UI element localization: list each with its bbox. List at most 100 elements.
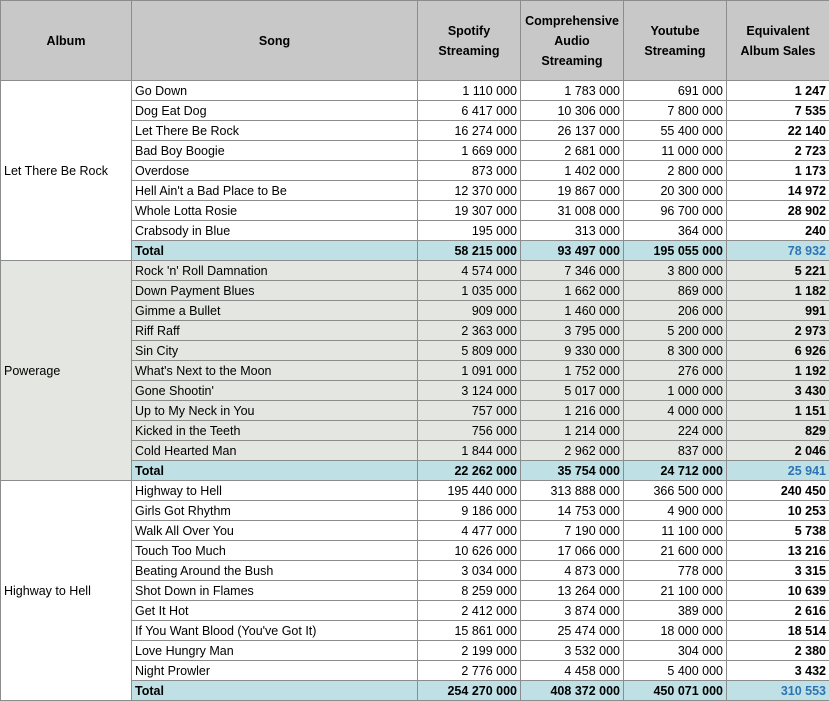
eas-cell: 1 192 xyxy=(726,360,829,381)
eas-cell: 3 315 xyxy=(726,560,829,581)
spotify-cell: 15 861 000 xyxy=(417,620,521,641)
table-row: Up to My Neck in You 757 000 1 216 000 4 00… xyxy=(1,400,829,421)
eas-cell: 10 639 xyxy=(726,580,829,601)
table-row: Gone Shootin' 3 124 000 5 017 000 1 000 000… xyxy=(1,380,829,401)
spotify-cell: 12 370 000 xyxy=(417,180,521,201)
eas-cell: 6 926 xyxy=(726,340,829,361)
header-album: Album xyxy=(0,0,132,81)
total-youtube-cell: 195 055 000 xyxy=(623,240,727,261)
song-name-cell: Cold Hearted Man xyxy=(131,440,418,461)
eas-cell: 2 616 xyxy=(726,600,829,621)
total-spotify-cell: 22 262 000 xyxy=(417,460,521,481)
spotify-cell: 757 000 xyxy=(417,400,521,421)
table-row: Cold Hearted Man 1 844 000 2 962 000 837 00… xyxy=(1,440,829,461)
audio-cell: 4 458 000 xyxy=(520,660,624,681)
song-name-cell: Kicked in the Teeth xyxy=(131,420,418,441)
total-audio-cell: 93 497 000 xyxy=(520,240,624,261)
header-eas: Equivalent Album Sales xyxy=(726,0,829,81)
eas-cell: 240 450 xyxy=(726,480,829,501)
spotify-cell: 2 363 000 xyxy=(417,320,521,341)
song-name-cell: If You Want Blood (You've Got It) xyxy=(131,620,418,641)
total-label-cell: Total xyxy=(131,240,418,261)
youtube-cell: 304 000 xyxy=(623,640,727,661)
table-row: Love Hungry Man 2 199 000 3 532 000 304 000… xyxy=(1,640,829,661)
audio-cell: 17 066 000 xyxy=(520,540,624,561)
song-name-cell: Rock 'n' Roll Damnation xyxy=(131,260,418,281)
header-youtube: Youtube Streaming xyxy=(623,0,727,81)
audio-cell: 3 874 000 xyxy=(520,600,624,621)
spotify-cell: 2 412 000 xyxy=(417,600,521,621)
youtube-cell: 276 000 xyxy=(623,360,727,381)
youtube-cell: 2 800 000 xyxy=(623,160,727,181)
table-row: Whole Lotta Rosie 19 307 000 31 008 000 96 … xyxy=(1,200,829,221)
table-row: Overdose 873 000 1 402 000 2 800 000 1 173 xyxy=(1,160,829,181)
spotify-cell: 1 669 000 xyxy=(417,140,521,161)
song-name-cell: Get It Hot xyxy=(131,600,418,621)
spotify-cell: 1 844 000 xyxy=(417,440,521,461)
total-row: Total 254 270 000 408 372 000 450 071 000 31… xyxy=(1,680,829,701)
song-name-cell: Go Down xyxy=(131,80,418,101)
audio-cell: 26 137 000 xyxy=(520,120,624,141)
audio-cell: 2 962 000 xyxy=(520,440,624,461)
youtube-cell: 869 000 xyxy=(623,280,727,301)
song-name-cell: Sin City xyxy=(131,340,418,361)
table-row: If You Want Blood (You've Got It) 15 861 … xyxy=(1,620,829,641)
eas-cell: 1 182 xyxy=(726,280,829,301)
eas-cell: 829 xyxy=(726,420,829,441)
spotify-cell: 10 626 000 xyxy=(417,540,521,561)
youtube-cell: 837 000 xyxy=(623,440,727,461)
audio-cell: 14 753 000 xyxy=(520,500,624,521)
youtube-cell: 18 000 000 xyxy=(623,620,727,641)
audio-cell: 10 306 000 xyxy=(520,100,624,121)
song-name-cell: Overdose xyxy=(131,160,418,181)
song-name-cell: Bad Boy Boogie xyxy=(131,140,418,161)
eas-cell: 1 151 xyxy=(726,400,829,421)
total-audio-cell: 35 754 000 xyxy=(520,460,624,481)
song-name-cell: Up to My Neck in You xyxy=(131,400,418,421)
eas-cell: 1 247 xyxy=(726,80,829,101)
album-name-cell: Let There Be Rock xyxy=(0,80,132,261)
youtube-cell: 4 900 000 xyxy=(623,500,727,521)
youtube-cell: 224 000 xyxy=(623,420,727,441)
spotify-cell: 909 000 xyxy=(417,300,521,321)
audio-cell: 1 460 000 xyxy=(520,300,624,321)
spotify-cell: 4 477 000 xyxy=(417,520,521,541)
youtube-cell: 20 300 000 xyxy=(623,180,727,201)
audio-cell: 1 752 000 xyxy=(520,360,624,381)
youtube-cell: 4 000 000 xyxy=(623,400,727,421)
table-row: Sin City 5 809 000 9 330 000 8 300 000 6 926 xyxy=(1,340,829,361)
audio-cell: 1 214 000 xyxy=(520,420,624,441)
audio-cell: 3 795 000 xyxy=(520,320,624,341)
audio-cell: 1 216 000 xyxy=(520,400,624,421)
eas-cell: 2 973 xyxy=(726,320,829,341)
audio-cell: 19 867 000 xyxy=(520,180,624,201)
eas-cell: 7 535 xyxy=(726,100,829,121)
audio-cell: 1 662 000 xyxy=(520,280,624,301)
total-row: Total 58 215 000 93 497 000 195 055 000 78 9… xyxy=(1,240,829,261)
spotify-cell: 756 000 xyxy=(417,420,521,441)
audio-cell: 7 190 000 xyxy=(520,520,624,541)
eas-cell: 991 xyxy=(726,300,829,321)
song-name-cell: Whole Lotta Rosie xyxy=(131,200,418,221)
table-row: Get It Hot 2 412 000 3 874 000 389 000 2 616 xyxy=(1,600,829,621)
audio-cell: 1 402 000 xyxy=(520,160,624,181)
total-audio-cell: 408 372 000 xyxy=(520,680,624,701)
spotify-cell: 5 809 000 xyxy=(417,340,521,361)
youtube-cell: 1 000 000 xyxy=(623,380,727,401)
audio-cell: 13 264 000 xyxy=(520,580,624,601)
eas-cell: 22 140 xyxy=(726,120,829,141)
youtube-cell: 366 500 000 xyxy=(623,480,727,501)
eas-cell: 3 430 xyxy=(726,380,829,401)
eas-cell: 2 380 xyxy=(726,640,829,661)
youtube-cell: 3 800 000 xyxy=(623,260,727,281)
song-name-cell: Love Hungry Man xyxy=(131,640,418,661)
youtube-cell: 55 400 000 xyxy=(623,120,727,141)
song-name-cell: What's Next to the Moon xyxy=(131,360,418,381)
youtube-cell: 206 000 xyxy=(623,300,727,321)
table-row: Gimme a Bullet 909 000 1 460 000 206 000 991 xyxy=(1,300,829,321)
spotify-cell: 3 034 000 xyxy=(417,560,521,581)
eas-cell: 5 738 xyxy=(726,520,829,541)
table-row: Bad Boy Boogie 1 669 000 2 681 000 11 000 0… xyxy=(1,140,829,161)
audio-cell: 313 000 xyxy=(520,220,624,241)
youtube-cell: 21 100 000 xyxy=(623,580,727,601)
